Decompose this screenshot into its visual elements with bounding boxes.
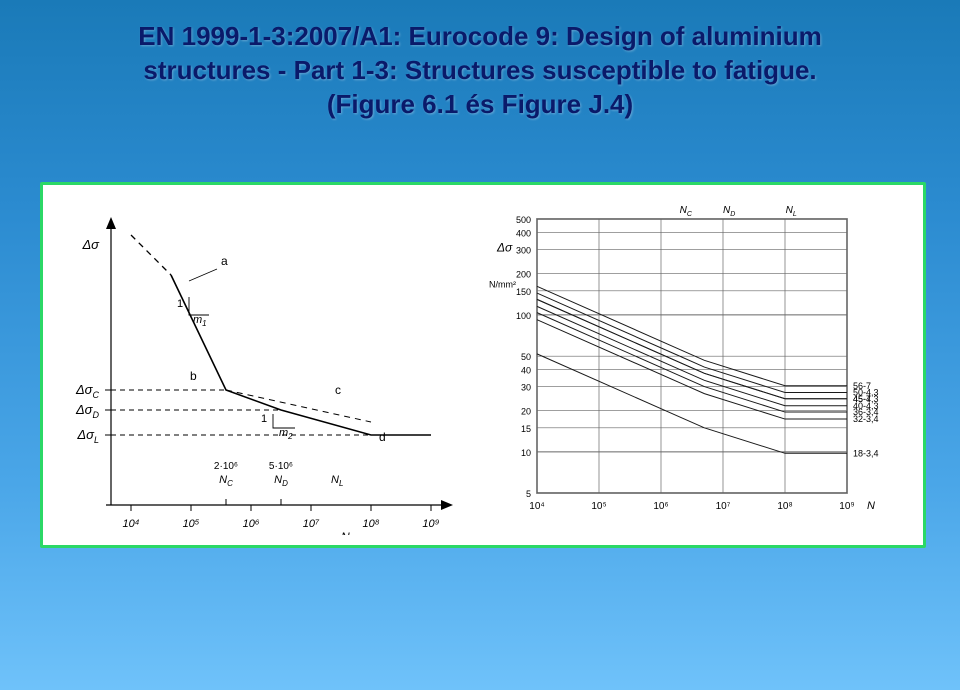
svg-text:300: 300 [516,246,531,256]
svg-text:10⁹: 10⁹ [839,501,854,512]
svg-text:10⁴: 10⁴ [123,518,140,530]
title-line-3: (Figure 6.1 és Figure J.4) [327,89,633,119]
svg-text:N: N [867,500,875,512]
slide: EN 1999-1-3:2007/A1: Eurocode 9: Design … [0,0,960,690]
svg-text:15: 15 [521,424,531,434]
svg-text:NL: NL [331,474,343,488]
svg-text:100: 100 [516,311,531,321]
svg-text:1: 1 [177,298,183,310]
svg-text:10⁷: 10⁷ [716,501,731,512]
svg-text:Δσ: Δσ [496,241,513,255]
svg-text:N/mm²: N/mm² [489,280,516,290]
left-figure: 10⁴ 10⁵ 10⁶ 10⁷ 10⁸ 10⁹ N Δσ ΔσC ΔσD ΔσL 2·10⁶ NC 5·1… [51,195,471,535]
title-line-1: EN 1999-1-3:2007/A1: Eurocode 9: Design … [138,21,821,51]
svg-text:18-3,4: 18-3,4 [853,448,879,458]
svg-text:m1: m1 [193,314,207,328]
svg-text:d: d [379,430,386,444]
svg-text:10⁸: 10⁸ [363,518,380,530]
svg-text:10⁶: 10⁶ [243,518,260,530]
svg-text:N: N [341,530,350,535]
svg-text:NC: NC [219,474,233,488]
svg-text:32-3,4: 32-3,4 [853,414,879,424]
svg-text:c: c [335,383,341,397]
svg-text:500: 500 [516,215,531,225]
svg-text:2·10⁶: 2·10⁶ [214,461,238,472]
svg-text:200: 200 [516,270,531,280]
svg-text:ΔσC: ΔσC [75,382,100,400]
svg-text:40: 40 [521,365,531,375]
slide-title: EN 1999-1-3:2007/A1: Eurocode 9: Design … [50,20,910,121]
svg-text:1: 1 [261,413,267,425]
svg-text:50: 50 [521,352,531,362]
svg-text:20: 20 [521,407,531,417]
svg-text:ND: ND [274,474,288,488]
figure-panel: 10⁴ 10⁵ 10⁶ 10⁷ 10⁸ 10⁹ N Δσ ΔσC ΔσD ΔσL 2·10⁶ NC 5·1… [40,182,926,548]
svg-text:m2: m2 [279,427,293,441]
svg-text:ND: ND [723,205,735,218]
svg-text:ΔσL: ΔσL [76,427,99,445]
svg-text:NL: NL [786,205,797,218]
right-figure: 10⁴ 10⁵ 10⁶ 10⁷ 10⁸ 10⁹ 5 10 15 20 30 40 50 100 150 200… [475,193,915,533]
svg-text:10⁸: 10⁸ [777,501,792,512]
svg-text:10⁵: 10⁵ [183,518,200,530]
svg-text:30: 30 [521,383,531,393]
svg-text:ΔσD: ΔσD [75,402,100,420]
svg-text:10⁴: 10⁴ [529,501,544,512]
svg-text:Δσ: Δσ [81,237,100,252]
svg-text:a: a [221,254,228,268]
svg-text:5·10⁶: 5·10⁶ [269,461,293,472]
svg-text:400: 400 [516,228,531,238]
svg-text:NC: NC [680,205,693,218]
svg-text:10⁵: 10⁵ [591,501,606,512]
svg-text:b: b [190,369,197,383]
svg-text:10⁶: 10⁶ [653,501,668,512]
svg-text:5: 5 [526,489,531,499]
svg-text:10⁹: 10⁹ [422,518,439,530]
svg-text:10⁷: 10⁷ [303,518,320,530]
title-line-2: structures - Part 1-3: Structures suscep… [143,55,816,85]
svg-text:10: 10 [521,448,531,458]
svg-text:150: 150 [516,287,531,297]
